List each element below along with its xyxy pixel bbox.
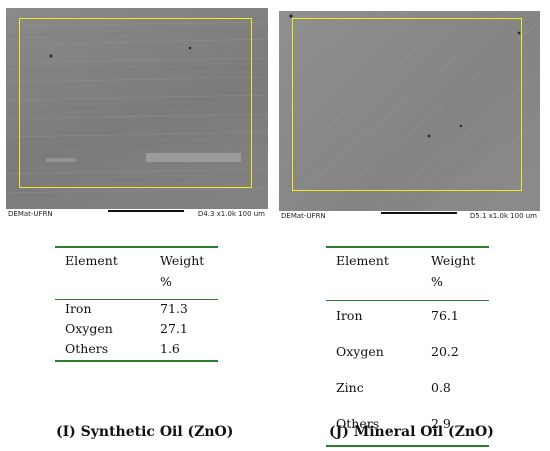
table-header-row: Element Weight %	[55, 247, 218, 300]
sem-image-mineral-oil: DEMat-UFRN D5.1 x1.0k 100 um	[279, 11, 540, 222]
cell-element: Others	[65, 341, 109, 356]
table-row: Oxygen 27.1	[55, 320, 218, 340]
header-weight: Weight %	[431, 247, 489, 301]
cell-weight: 1.6	[160, 341, 180, 356]
header-element: Element	[326, 247, 431, 301]
cell-weight: 71.3	[160, 301, 188, 316]
sem-info-strip: DEMat-UFRN D4.3 x1.0k 100 um	[6, 209, 268, 220]
sem-lab-label: DEMat-UFRN	[281, 212, 326, 220]
cell-element: Iron	[65, 301, 92, 316]
sem-scale-label: 100 um	[510, 212, 537, 220]
header-element: Element	[55, 247, 160, 300]
header-weight-unit: %	[431, 274, 443, 289]
header-weight-unit: %	[160, 274, 172, 289]
sem-lab-label: DEMat-UFRN	[8, 210, 53, 218]
cell-weight: 2.9	[431, 416, 451, 431]
sem-scale-label: 100 um	[238, 210, 265, 218]
cell-element: Others	[336, 416, 380, 431]
header-weight-label: Weight	[160, 253, 205, 268]
cell-weight: 76.1	[431, 308, 459, 323]
header-weight-label: Weight	[431, 253, 476, 268]
table-row: Zinc 0.8	[326, 373, 489, 409]
table-row: Oxygen 20.2	[326, 337, 489, 373]
micrograph-surface	[279, 11, 540, 211]
table-row: Others 2.9	[326, 409, 489, 446]
wear-track-texture	[6, 21, 268, 194]
scale-bar	[381, 212, 457, 214]
table-row: Iron 71.3	[55, 300, 218, 321]
sem-magnification: D4.3 x1.0k	[197, 210, 236, 218]
cell-element: Oxygen	[336, 344, 384, 359]
table-row: Iron 76.1	[326, 301, 489, 338]
table-row: Others 1.6	[55, 340, 218, 361]
eds-table-synthetic-oil: Element Weight % Iron 71.3 Oxygen 27.1 O…	[55, 246, 218, 362]
sem-magnification: D5.1 x1.0k	[469, 212, 508, 220]
analysis-region-outline	[292, 18, 522, 191]
scale-bar	[108, 210, 184, 212]
cell-weight: 0.8	[431, 380, 451, 395]
cell-element: Oxygen	[65, 321, 113, 336]
cell-element: Zinc	[336, 380, 364, 395]
table-header-row: Element Weight %	[326, 247, 489, 301]
cell-weight: 20.2	[431, 344, 459, 359]
caption-synthetic-oil: (I) Synthetic Oil (ZnO)	[56, 424, 234, 440]
cell-weight: 27.1	[160, 321, 188, 336]
analysis-region-outline	[19, 18, 252, 188]
header-weight: Weight %	[160, 247, 218, 300]
wear-track-texture	[279, 11, 540, 211]
eds-table-mineral-oil: Element Weight % Iron 76.1 Oxygen 20.2 Z…	[326, 246, 489, 447]
caption-mineral-oil: (J) Mineral Oil (ZnO)	[329, 424, 494, 440]
cell-element: Iron	[336, 308, 363, 323]
sem-info-strip: DEMat-UFRN D5.1 x1.0k 100 um	[279, 211, 540, 222]
micrograph-surface	[6, 8, 268, 209]
sem-image-synthetic-oil: DEMat-UFRN D4.3 x1.0k 100 um	[6, 8, 268, 220]
